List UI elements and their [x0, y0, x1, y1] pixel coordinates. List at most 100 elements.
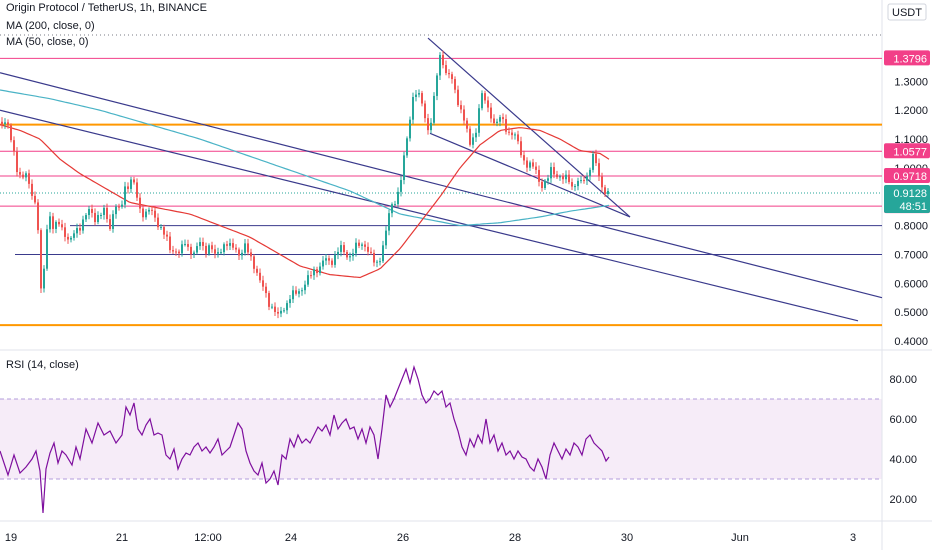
- candle-body: [505, 119, 507, 132]
- candle-body: [559, 176, 561, 178]
- candle-body: [169, 236, 171, 251]
- candle-body: [184, 244, 186, 246]
- candle-body: [52, 216, 54, 229]
- candle-body: [10, 125, 12, 141]
- candle-body: [133, 179, 135, 183]
- candle-body: [496, 121, 498, 124]
- candle-body: [334, 254, 336, 265]
- candle-body: [322, 260, 324, 267]
- candle-body: [340, 245, 342, 252]
- candle-body: [376, 261, 378, 263]
- candle-body: [76, 228, 78, 234]
- candle-body: [439, 54, 441, 76]
- candle-body: [190, 246, 192, 255]
- candle-body: [130, 179, 132, 189]
- candle-body: [379, 261, 381, 263]
- candle-body: [238, 249, 240, 256]
- candle-body: [499, 117, 501, 122]
- candle-body: [16, 151, 18, 173]
- price-tick-label: 0.5000: [894, 307, 928, 319]
- candle-body: [235, 247, 237, 250]
- candle-body: [487, 100, 489, 108]
- candle-body: [148, 209, 150, 212]
- candle-body: [55, 221, 57, 229]
- candle-body: [175, 251, 177, 253]
- candle-body: [571, 182, 573, 187]
- time-tick-label: 19: [5, 532, 17, 544]
- time-tick-label: 24: [285, 532, 297, 544]
- rsi-legend[interactable]: RSI (14, close): [6, 359, 79, 371]
- price-tick-label: 0.7000: [894, 249, 928, 261]
- currency-label: USDT: [892, 7, 922, 19]
- candle-body: [346, 252, 348, 258]
- trend-line: [0, 109, 859, 322]
- candle-body: [283, 310, 285, 312]
- candle-body: [85, 215, 87, 220]
- candle-body: [250, 252, 252, 257]
- candle-body: [274, 306, 276, 312]
- candle-body: [514, 134, 516, 136]
- candle-body: [265, 286, 267, 294]
- candle-body: [583, 180, 585, 182]
- candle-body: [193, 252, 195, 255]
- price-tag-label: 1.0577: [893, 146, 927, 158]
- candle-body: [466, 120, 468, 129]
- candle-body: [292, 290, 294, 300]
- candle-body: [463, 109, 465, 121]
- price-tag-label: 0.9718: [893, 171, 927, 183]
- candle-body: [385, 230, 387, 246]
- candle-body: [64, 227, 66, 237]
- ma200-legend[interactable]: MA (200, close, 0): [6, 20, 95, 32]
- candle-body: [409, 119, 411, 139]
- candle-body: [34, 195, 36, 203]
- candle-body: [580, 180, 582, 182]
- candle-body: [121, 204, 123, 207]
- trend-line: [427, 37, 631, 218]
- candle-body: [223, 244, 225, 253]
- candle-body: [553, 167, 555, 175]
- ma50-line: [0, 124, 610, 279]
- candle-body: [388, 213, 390, 231]
- candle-body: [451, 74, 453, 80]
- candle-body: [373, 252, 375, 263]
- candle-body: [271, 306, 273, 308]
- candle-body: [157, 217, 159, 228]
- rsi-tick-label: 80.00: [889, 374, 917, 386]
- candle-body: [604, 187, 606, 195]
- candle-body: [400, 180, 402, 192]
- time-tick-label: Jun: [731, 532, 749, 544]
- candle-body: [442, 54, 444, 66]
- candle-body: [478, 108, 480, 133]
- candle-body: [211, 245, 213, 250]
- candle-body: [25, 173, 27, 178]
- candle-body: [268, 293, 270, 307]
- time-tick-label: 21: [116, 532, 128, 544]
- time-tick-label: 26: [397, 532, 409, 544]
- candle-body: [142, 208, 144, 218]
- candle-body: [313, 269, 315, 276]
- candle-body: [601, 176, 603, 188]
- candle-body: [124, 186, 126, 205]
- candle-body: [286, 303, 288, 311]
- candle-body: [337, 251, 339, 255]
- candle-body: [40, 230, 42, 289]
- ma200-line: [0, 89, 610, 227]
- candle-body: [109, 219, 111, 229]
- candle-body: [427, 118, 429, 131]
- candle-body: [73, 233, 75, 238]
- candle-body: [163, 227, 165, 235]
- candle-body: [208, 245, 210, 254]
- candle-body: [475, 132, 477, 138]
- candle-body: [46, 229, 48, 269]
- candle-body: [58, 221, 60, 225]
- candle-body: [397, 191, 399, 205]
- candle-body: [61, 224, 63, 228]
- candle-body: [598, 163, 600, 177]
- ma50-legend[interactable]: MA (50, close, 0): [6, 36, 89, 48]
- candle-body: [82, 219, 84, 231]
- rsi-tick-label: 20.00: [889, 494, 917, 506]
- candle-body: [349, 256, 351, 258]
- candle-body: [556, 174, 558, 178]
